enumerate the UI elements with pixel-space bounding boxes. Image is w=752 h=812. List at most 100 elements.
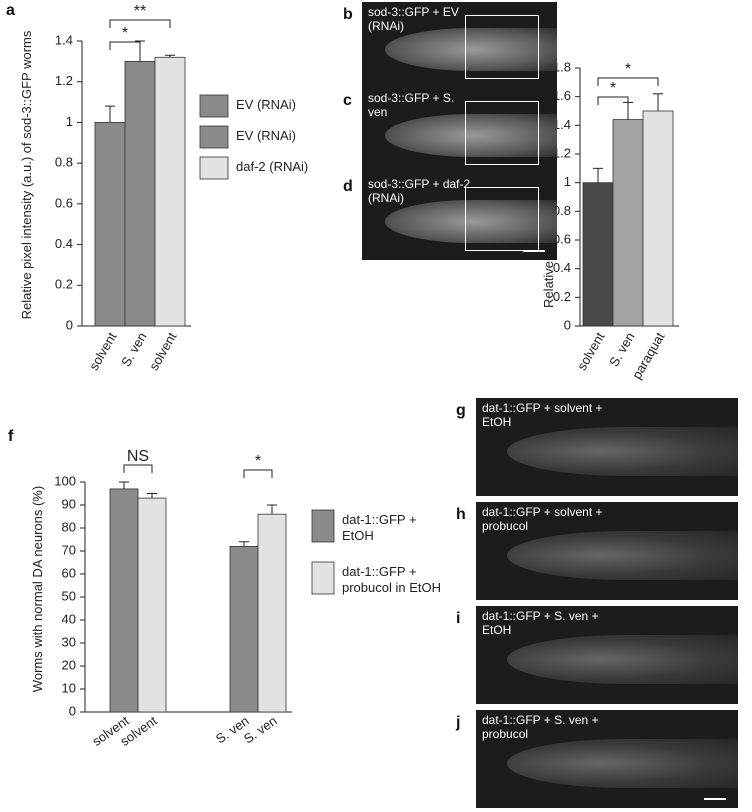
worm [507, 531, 738, 581]
y-axis-label: Worms with normal DA neurons (%) [30, 485, 45, 693]
significance-label: ** [134, 3, 146, 20]
y-tick-label: 1 [66, 114, 73, 129]
micrograph: sod-3::GFP + EV (RNAi) [362, 2, 557, 88]
image-caption: dat-1::GFP + S. ven + EtOH [482, 609, 599, 637]
y-axis-label: Relative pixel intensity (a.u.) of sod-3… [19, 30, 34, 320]
bar [582, 182, 614, 327]
image-caption: sod-3::GFP + S. ven [368, 91, 455, 119]
x-tick-label: solvent [146, 329, 180, 373]
y-tick-label: 0.8 [55, 155, 73, 170]
legend-swatch [311, 561, 335, 595]
y-tick-label: 1.8 [553, 59, 571, 74]
y-tick-label: 1.2 [553, 145, 571, 160]
worm [507, 739, 738, 789]
y-tick-label: 0 [69, 703, 76, 718]
y-tick-label: 0.4 [553, 260, 571, 275]
image-caption: dat-1::GFP + S. ven + probucol [482, 713, 599, 741]
legend-label: daf-2 (RNAi) [236, 159, 309, 174]
significance-bracket [243, 469, 273, 478]
x-tick-label: S. ven [606, 330, 637, 369]
y-tick-label: 1.2 [55, 73, 73, 88]
y-tick-label: 30 [62, 634, 76, 649]
y-tick-label: 60 [62, 565, 76, 580]
significance-label: * [625, 61, 631, 78]
significance-label: * [255, 453, 261, 470]
legend-label: dat-1::GFP + EtOH [342, 512, 417, 543]
legend-swatch [311, 509, 335, 543]
region-box [465, 100, 540, 165]
y-tick-label: 0.4 [55, 236, 73, 251]
y-tick-label: 90 [62, 496, 76, 511]
significance-bracket [597, 77, 659, 86]
legend-label: EV (RNAi) [236, 97, 296, 112]
bar [154, 56, 186, 327]
region-box [465, 186, 540, 251]
x-tick-label: S. ven [118, 330, 149, 369]
y-tick-label: 0.2 [553, 289, 571, 304]
panel-letter: c [343, 92, 352, 109]
legend-label: EV (RNAi) [236, 128, 296, 143]
image-caption: dat-1::GFP + solvent + EtOH [482, 401, 603, 429]
y-tick-label: 10 [62, 680, 76, 695]
panel-letter: b [343, 6, 353, 23]
y-tick-label: 80 [62, 519, 76, 534]
x-tick-label: S. ven [241, 713, 280, 746]
worm [385, 27, 557, 71]
worm [507, 635, 738, 685]
significance-label: * [122, 25, 128, 42]
panel-letter: i [456, 610, 461, 627]
panel-letter: d [343, 178, 353, 195]
worm [507, 427, 738, 477]
legend-swatch [199, 125, 229, 149]
x-tick-label: solvent [574, 329, 608, 373]
y-tick-label: 50 [62, 588, 76, 603]
bar [257, 513, 287, 713]
significance-label: * [610, 80, 616, 97]
legend-swatch [199, 94, 229, 118]
scale-bar [523, 250, 545, 252]
y-tick-label: 0.8 [553, 203, 571, 218]
panel-letter: a [6, 2, 15, 19]
region-box [465, 14, 540, 79]
bar [94, 122, 126, 327]
significance-label: NS [127, 448, 149, 465]
bar [109, 488, 139, 713]
y-tick-label: 0.2 [55, 277, 73, 292]
significance-bracket [597, 96, 629, 105]
y-tick-label: 0.6 [553, 231, 571, 246]
y-tick-label: 0 [564, 317, 571, 332]
panel-letter: j [456, 714, 461, 731]
significance-bracket [109, 19, 171, 28]
significance-bracket [123, 464, 153, 473]
bar [612, 119, 644, 327]
micrograph: dat-1::GFP + solvent + EtOH [476, 398, 738, 496]
y-tick-label: 1.6 [553, 88, 571, 103]
y-tick-label: 1 [564, 174, 571, 189]
bar [124, 60, 156, 327]
bar [642, 110, 674, 327]
worm [385, 199, 557, 243]
y-tick-label: 1.4 [55, 32, 73, 47]
y-tick-label: 70 [62, 542, 76, 557]
y-tick-label: 0 [66, 317, 73, 332]
significance-bracket [109, 41, 141, 50]
y-tick-label: 100 [54, 473, 76, 488]
image-caption: sod-3::GFP + EV (RNAi) [368, 5, 459, 33]
legend-swatch [199, 156, 229, 180]
y-tick-label: 20 [62, 657, 76, 672]
micrograph: sod-3::GFP + S. ven [362, 88, 557, 174]
y-tick-label: 1.4 [553, 117, 571, 132]
panel-letter: f [8, 428, 14, 445]
micrograph: dat-1::GFP + solvent + probucol [476, 502, 738, 600]
micrograph: dat-1::GFP + S. ven + EtOH [476, 606, 738, 704]
panel-letter: h [456, 506, 466, 523]
micrograph: sod-3::GFP + daf-2 (RNAi) [362, 174, 557, 260]
image-caption: sod-3::GFP + daf-2 (RNAi) [368, 177, 471, 205]
panel-letter: g [456, 402, 466, 419]
y-tick-label: 0.6 [55, 195, 73, 210]
scale-bar [704, 798, 726, 800]
bar [137, 497, 167, 713]
worm [385, 113, 557, 157]
